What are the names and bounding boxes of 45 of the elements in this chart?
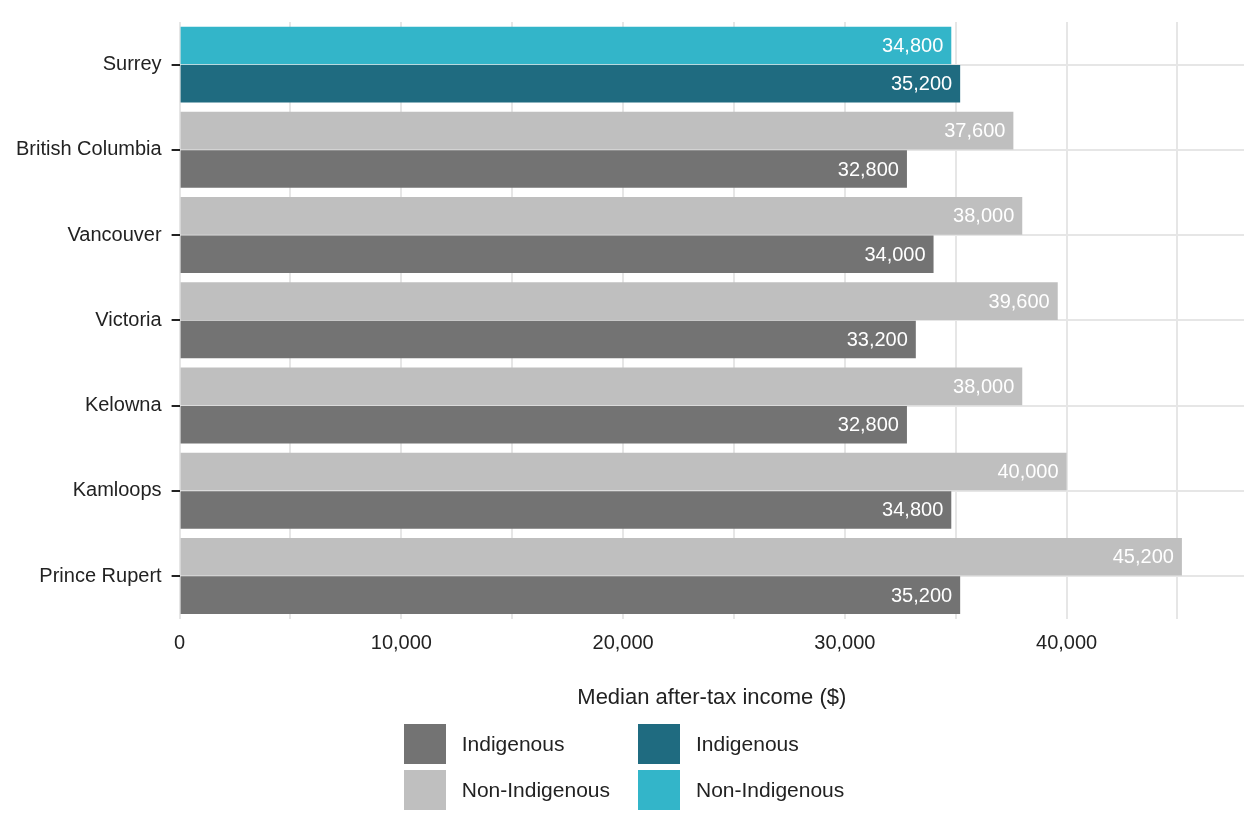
- data-label: 32,800: [837, 413, 899, 436]
- bar: [180, 111, 1014, 150]
- data-label: 38,000: [953, 204, 1015, 227]
- x-tick-label: 10,000: [370, 631, 432, 654]
- legend-label: Non-Indigenous: [461, 778, 610, 802]
- bar: [180, 150, 907, 188]
- data-label: 39,600: [988, 289, 1050, 312]
- y-tick-label: British Columbia: [16, 137, 163, 160]
- bar: [180, 405, 907, 444]
- x-tick-label: 20,000: [592, 631, 654, 654]
- y-tick-label: Kamloops: [72, 478, 162, 501]
- y-tick-label: Vancouver: [67, 222, 162, 245]
- x-tick-label: 0: [174, 631, 186, 654]
- bar: [180, 282, 1058, 320]
- data-label: 34,800: [882, 498, 944, 521]
- x-tick-label: 30,000: [814, 631, 876, 654]
- data-label: 35,200: [890, 72, 953, 95]
- data-label: 35,200: [890, 583, 953, 606]
- bar: [180, 65, 961, 103]
- data-label: 33,200: [846, 327, 908, 350]
- y-tick-label: Kelowna: [84, 393, 163, 416]
- x-tick-label: 40,000: [1036, 631, 1098, 654]
- data-label: 37,600: [944, 119, 1006, 142]
- bar: [180, 538, 1182, 576]
- legend-label: Indigenous: [461, 732, 565, 756]
- bar: [180, 576, 961, 614]
- data-label: 34,800: [882, 33, 944, 56]
- text: Indigenous: [696, 732, 799, 755]
- bar: [180, 197, 1023, 235]
- bar: [180, 235, 934, 274]
- data-label: 32,800: [837, 157, 899, 180]
- text: Non-Indigenous: [696, 778, 845, 801]
- y-tick-label: Victoria: [95, 307, 163, 330]
- x-axis-title: Median after-tax income ($): [577, 683, 847, 709]
- bar: [180, 367, 1023, 406]
- y-tick-label: Prince Rupert: [39, 563, 163, 586]
- y-tick-label: Surrey: [102, 52, 162, 75]
- bar: [180, 26, 952, 65]
- data-label: 34,000: [864, 242, 926, 265]
- bar: [180, 320, 916, 359]
- bar: [180, 491, 952, 529]
- data-label: 45,200: [1112, 545, 1174, 568]
- data-label: 40,000: [997, 460, 1059, 483]
- data-label: 38,000: [953, 374, 1015, 397]
- bar: [180, 452, 1067, 491]
